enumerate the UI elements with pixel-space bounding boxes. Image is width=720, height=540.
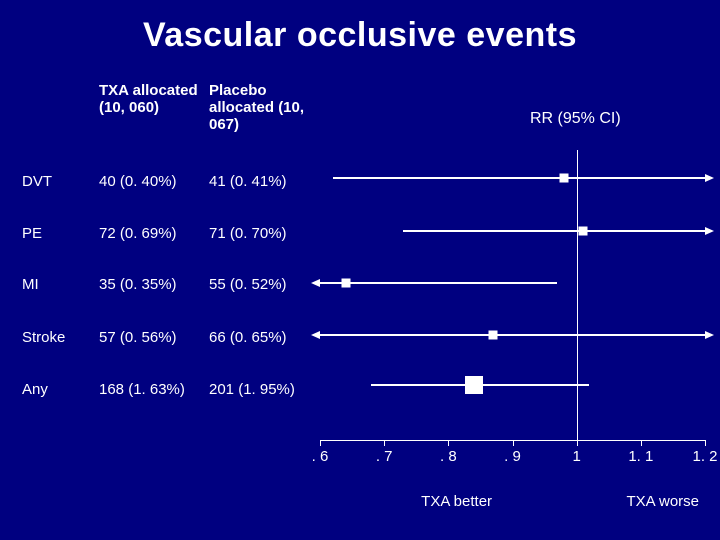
row-label: DVT: [22, 173, 102, 190]
header-txa: TXA allocated (10, 060): [99, 82, 209, 116]
row-txa: 35 (0. 35%): [99, 276, 209, 293]
row-txa: 168 (1. 63%): [99, 381, 209, 398]
axis-tick: [705, 440, 706, 446]
row-placebo: 66 (0. 65%): [209, 329, 319, 346]
row-placebo: 55 (0. 52%): [209, 276, 319, 293]
axis-tick-label: . 7: [376, 448, 393, 465]
point-marker: [559, 174, 568, 183]
axis-tick: [513, 440, 514, 446]
forest-plot: . 6. 7. 8. 911. 11. 2TXA betterTXA worse: [320, 160, 705, 440]
point-marker: [465, 376, 483, 394]
axis-tick-label: 1. 1: [628, 448, 653, 465]
axis-tick-label: . 8: [440, 448, 457, 465]
axis-tick-label: . 9: [504, 448, 521, 465]
arrow-right-icon: [705, 227, 714, 235]
axis-tick: [448, 440, 449, 446]
ci-line: [320, 282, 557, 284]
label-worse: TXA worse: [627, 493, 700, 510]
label-better: TXA better: [421, 493, 492, 510]
point-marker: [489, 331, 498, 340]
point-marker: [341, 279, 350, 288]
ci-line: [403, 230, 705, 232]
ci-line: [333, 177, 705, 179]
reference-line: [577, 150, 578, 440]
row-label: PE: [22, 225, 102, 242]
header-rr: RR (95% CI): [530, 110, 650, 128]
point-marker: [579, 227, 588, 236]
row-txa: 72 (0. 69%): [99, 225, 209, 242]
axis-tick-label: . 6: [312, 448, 329, 465]
arrow-right-icon: [705, 174, 714, 182]
row-placebo: 201 (1. 95%): [209, 381, 319, 398]
axis-tick: [384, 440, 385, 446]
header-placebo: Placebo allocated (10, 067): [209, 82, 319, 133]
row-label: Any: [22, 381, 102, 398]
axis-tick: [641, 440, 642, 446]
arrow-right-icon: [705, 331, 714, 339]
axis-tick: [320, 440, 321, 446]
axis-tick-label: 1. 2: [692, 448, 717, 465]
row-txa: 40 (0. 40%): [99, 173, 209, 190]
row-txa: 57 (0. 56%): [99, 329, 209, 346]
row-label: MI: [22, 276, 102, 293]
slide: Vascular occlusive events TXA allocated …: [0, 0, 720, 540]
ci-line: [320, 334, 705, 336]
axis-tick-label: 1: [572, 448, 580, 465]
arrow-left-icon: [311, 279, 320, 287]
slide-title: Vascular occlusive events: [0, 0, 720, 55]
row-placebo: 41 (0. 41%): [209, 173, 319, 190]
row-label: Stroke: [22, 329, 102, 346]
row-placebo: 71 (0. 70%): [209, 225, 319, 242]
axis-tick: [577, 440, 578, 446]
arrow-left-icon: [311, 331, 320, 339]
